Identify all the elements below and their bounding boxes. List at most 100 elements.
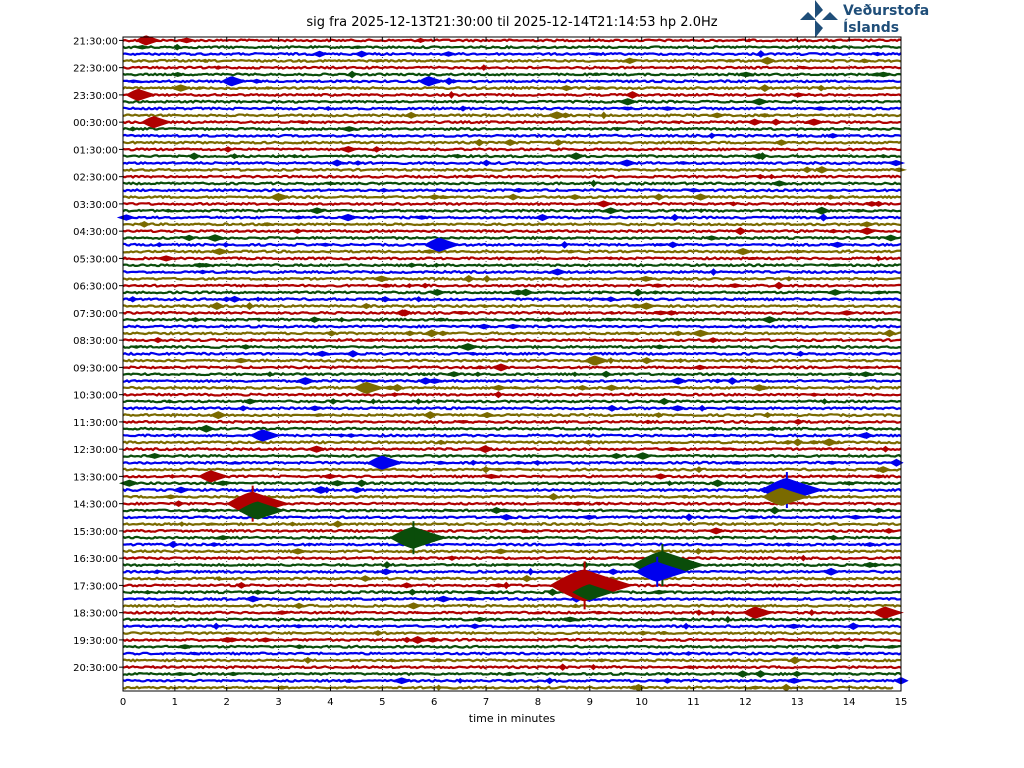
spike-row-31-4: [419, 249, 440, 254]
trace-row-49: [122, 372, 902, 377]
trace-row-65: [122, 480, 902, 486]
spike-row-45-1: [457, 343, 479, 351]
trace-row-90: [122, 651, 902, 656]
spike-row-75-3: [491, 548, 510, 555]
spike-row-33-2: [824, 263, 847, 267]
spike-row-6-1: [249, 78, 264, 84]
spike-row-47-3: [676, 358, 685, 364]
x-tick-label-5: 5: [379, 697, 385, 708]
spike-row-22-0: [511, 187, 527, 193]
spike-row-44-4: [706, 337, 720, 344]
spike-row-78-5: [606, 568, 621, 576]
trace-row-38: [122, 297, 902, 302]
spike-row-64-3: [391, 474, 400, 478]
spike-row-91-2: [386, 658, 398, 663]
spike-row-7-5: [169, 84, 192, 92]
spike-row-43-4: [689, 329, 712, 337]
spike-row-2-2: [311, 50, 328, 58]
spike-row-11-1: [546, 111, 568, 120]
spike-row-3-0: [621, 57, 639, 65]
spike-row-64-5: [652, 473, 670, 480]
spike-row-26-2: [534, 213, 551, 222]
spike-row-32-3: [875, 255, 882, 262]
spike-row-5-2: [735, 71, 757, 78]
spike-row-18-5: [330, 161, 351, 165]
y-tick-label-4: 01:30:00: [73, 145, 118, 156]
spike-row-66-3: [348, 486, 365, 494]
spike-row-55-4: [422, 411, 438, 420]
spike-row-1-3: [132, 44, 153, 50]
y-tick-label-0: 21:30:00: [73, 36, 118, 47]
spike-row-49-6: [420, 372, 428, 377]
spike-row-69-5: [871, 507, 886, 514]
x-tick-label-0: 0: [120, 697, 126, 708]
spike-row-83-2: [405, 602, 422, 610]
seismic-events: [125, 35, 904, 619]
event-0: [135, 35, 162, 46]
spike-row-82-7: [378, 597, 392, 601]
spike-row-38-7: [221, 296, 232, 303]
spike-row-13-0: [339, 126, 360, 132]
spike-row-0-3: [745, 38, 753, 43]
spike-row-61-1: [632, 452, 653, 460]
trace-row-31: [122, 249, 902, 254]
spike-row-39-2: [479, 304, 490, 309]
spike-row-25-2: [697, 208, 705, 214]
spike-row-54-0: [698, 404, 707, 412]
trace-row-47: [122, 358, 902, 363]
spike-row-10-3: [617, 106, 639, 111]
trace-row-88: [122, 637, 902, 643]
spike-row-70-1: [845, 514, 866, 520]
spike-row-55-1: [762, 412, 773, 419]
spike-row-0-0: [414, 37, 427, 43]
spike-row-26-7: [411, 215, 433, 220]
spike-row-70-4: [684, 513, 694, 522]
spike-row-84-0: [709, 609, 717, 616]
spike-row-17-3: [451, 153, 465, 159]
spike-row-54-1: [306, 405, 324, 412]
x-tick-label-3: 3: [275, 697, 281, 708]
spike-row-59-5: [435, 439, 447, 445]
spike-row-78-2: [152, 569, 162, 575]
x-tick-label-7: 7: [483, 697, 489, 708]
spike-row-62-4: [228, 461, 243, 465]
trace-row-55: [122, 412, 902, 418]
trace-row-13: [122, 126, 902, 132]
spike-row-38-2: [604, 296, 618, 303]
spike-row-68-3: [559, 501, 576, 506]
spike-row-43-3: [436, 330, 450, 337]
spike-row-63-0: [694, 466, 704, 473]
trace-row-52: [122, 392, 902, 397]
trace-row-25: [122, 208, 902, 214]
spike-row-48-3: [473, 365, 487, 370]
spike-row-18-7: [481, 159, 492, 167]
spike-row-29-0: [702, 235, 721, 241]
spike-row-88-4: [256, 637, 275, 643]
spike-row-84-4: [695, 609, 703, 616]
spike-row-15-1: [473, 138, 485, 147]
spike-row-44-2: [248, 338, 255, 343]
event-8: [353, 381, 386, 394]
spike-row-56-0: [791, 418, 805, 425]
trace-row-63: [122, 467, 902, 472]
spike-row-95-3: [435, 684, 442, 691]
spike-row-3-3: [857, 58, 872, 64]
spike-row-10-2: [324, 106, 333, 112]
spike-row-18-3: [674, 161, 693, 165]
spike-row-13-2: [128, 126, 138, 132]
spike-row-12-0: [746, 118, 763, 126]
spike-row-35-3: [482, 275, 491, 283]
spike-row-47-2: [607, 357, 615, 365]
spike-row-30-3: [666, 241, 680, 249]
spike-row-69-1: [196, 508, 214, 513]
spike-row-40-5: [397, 309, 413, 317]
spike-row-26-4: [670, 213, 680, 222]
trace-row-8: [122, 92, 902, 98]
spike-row-6-4: [858, 79, 875, 83]
spike-row-30-0: [560, 240, 569, 249]
spike-row-8-0: [790, 92, 807, 98]
trace-row-30: [122, 242, 902, 248]
spike-row-10-0: [809, 106, 832, 111]
spike-row-67-0: [162, 494, 180, 500]
